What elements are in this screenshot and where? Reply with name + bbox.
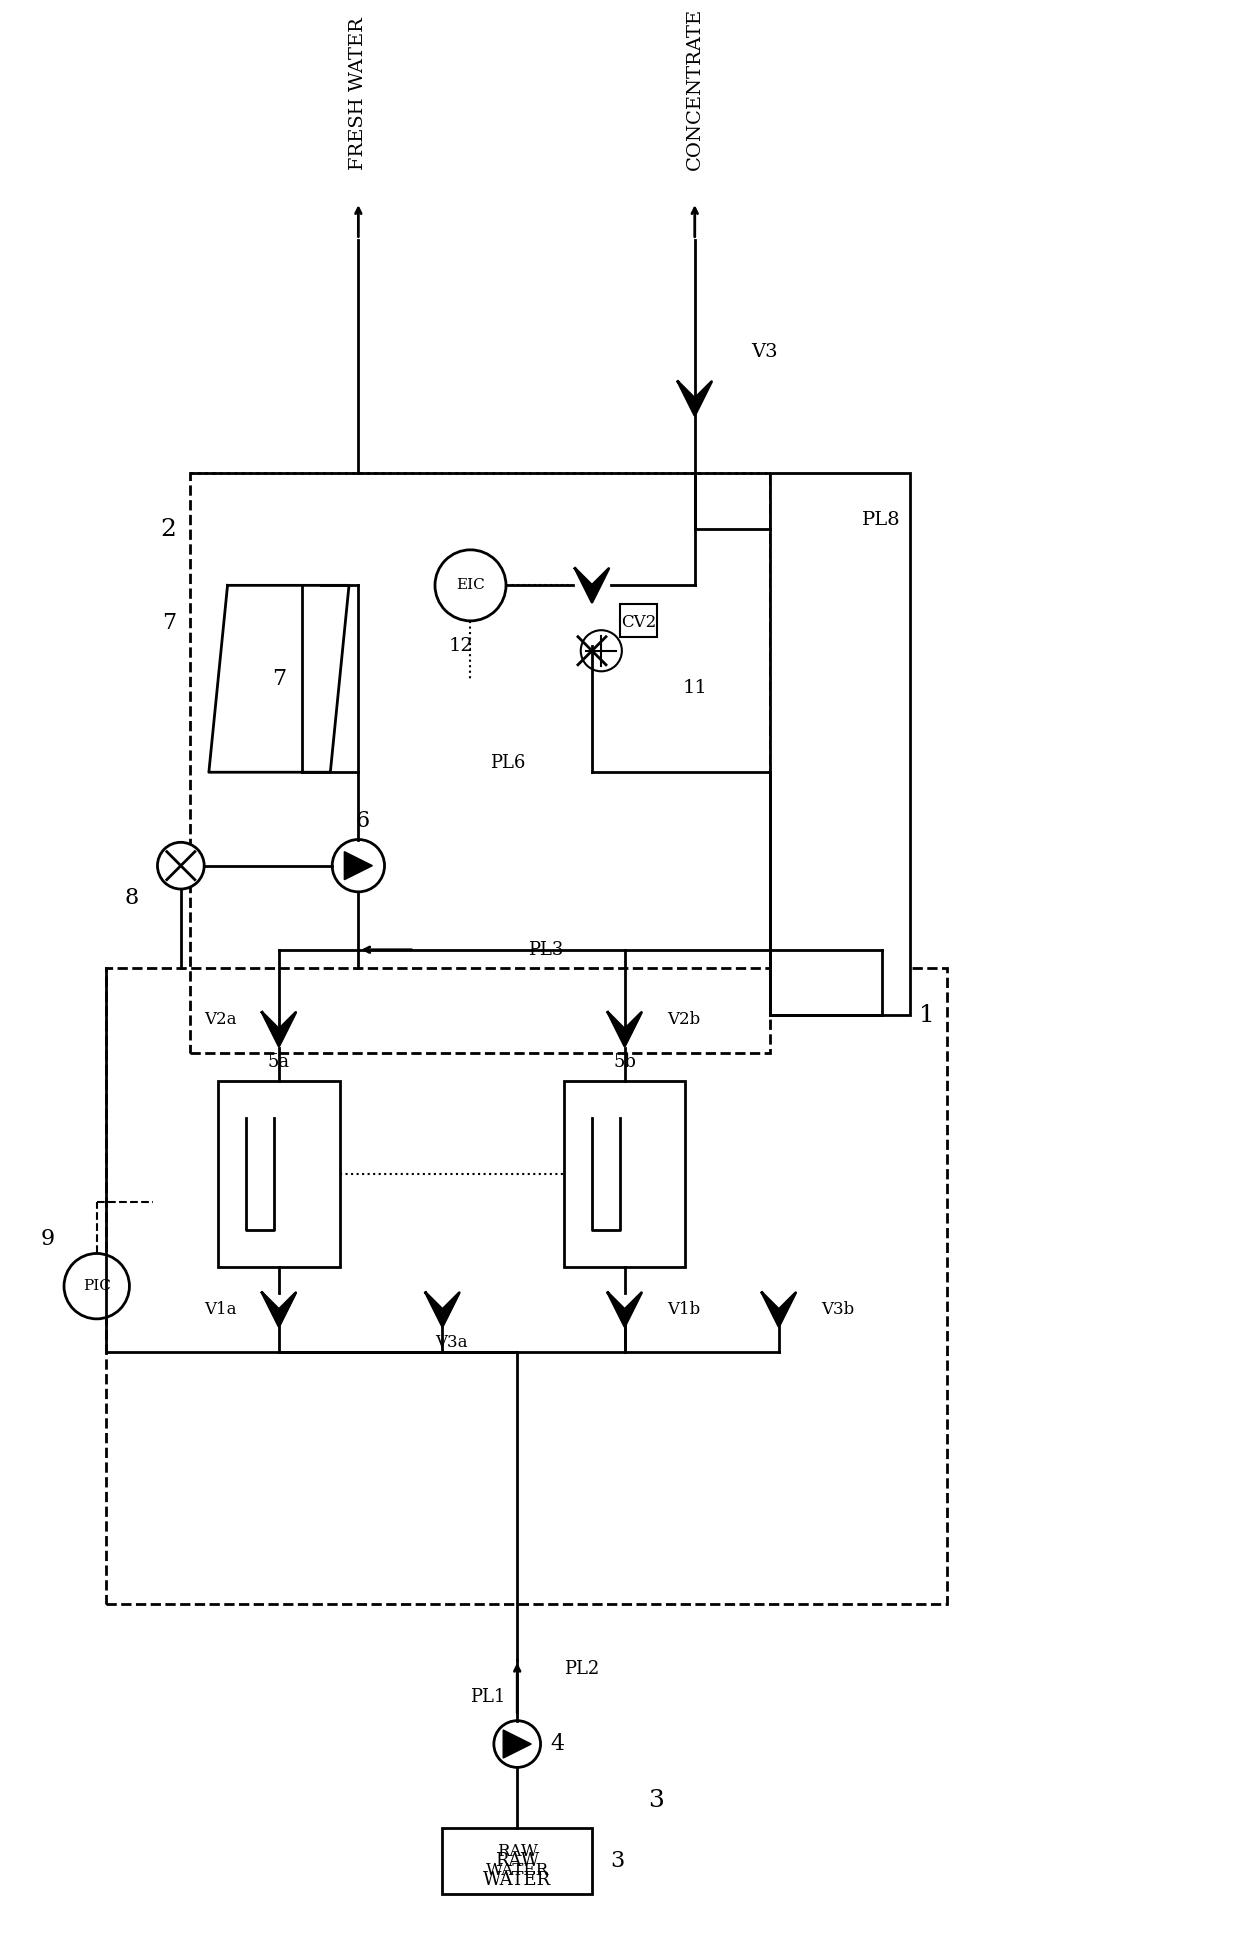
Text: V3: V3 [750,342,777,362]
Polygon shape [262,1293,296,1326]
Text: EIC: EIC [456,579,485,593]
Bar [443,1827,591,1893]
Text: 12: 12 [449,638,474,655]
Text: CONCENTRATE: CONCENTRATE [686,8,704,169]
Text: V3a: V3a [435,1334,467,1351]
Text: PL8: PL8 [862,511,901,529]
Text: FRESH WATER: FRESH WATER [350,17,367,169]
Text: 4: 4 [549,1732,564,1755]
Text: PL1: PL1 [470,1687,506,1707]
Polygon shape [608,1293,641,1326]
Text: RAW: RAW [495,1853,539,1870]
Text: PIC: PIC [83,1279,110,1293]
Text: V1a: V1a [205,1301,237,1318]
Text: 1: 1 [919,1003,935,1026]
Bar [564,1081,686,1267]
Polygon shape [425,1293,459,1326]
Text: 3: 3 [649,1788,663,1812]
Text: V3b: V3b [821,1301,854,1318]
Circle shape [157,842,205,888]
Text: 5a: 5a [268,1054,290,1071]
Bar [620,605,657,638]
Text: 8: 8 [124,886,139,910]
Bar [218,1081,340,1267]
Polygon shape [575,568,609,603]
Text: 7: 7 [272,669,286,690]
Polygon shape [208,585,348,772]
Polygon shape [503,1730,531,1757]
Text: 6: 6 [356,811,370,832]
Circle shape [64,1254,129,1318]
Circle shape [332,840,384,892]
Text: CV2: CV2 [621,614,656,632]
Text: V2b: V2b [667,1011,699,1028]
Circle shape [494,1720,541,1767]
Text: 5b: 5b [614,1054,636,1071]
Polygon shape [763,1293,796,1326]
Polygon shape [678,381,712,416]
Text: 9: 9 [41,1229,55,1250]
Text: V2a: V2a [205,1011,237,1028]
Polygon shape [345,851,372,881]
Circle shape [435,550,506,620]
Text: RAW
WATER: RAW WATER [486,1843,549,1880]
Bar [770,472,910,1015]
Text: 7: 7 [162,612,176,634]
Text: 2: 2 [160,517,176,540]
Bar [107,968,947,1604]
Text: PL2: PL2 [564,1660,599,1678]
Text: PL6: PL6 [490,754,526,772]
Text: V1b: V1b [667,1301,699,1318]
Polygon shape [608,1013,641,1046]
Bar [190,472,770,1052]
Text: 11: 11 [682,678,707,698]
Text: 3: 3 [610,1851,625,1872]
Text: PL3: PL3 [527,941,563,958]
Text: WATER: WATER [484,1870,552,1888]
Polygon shape [262,1013,296,1046]
Circle shape [580,630,622,671]
